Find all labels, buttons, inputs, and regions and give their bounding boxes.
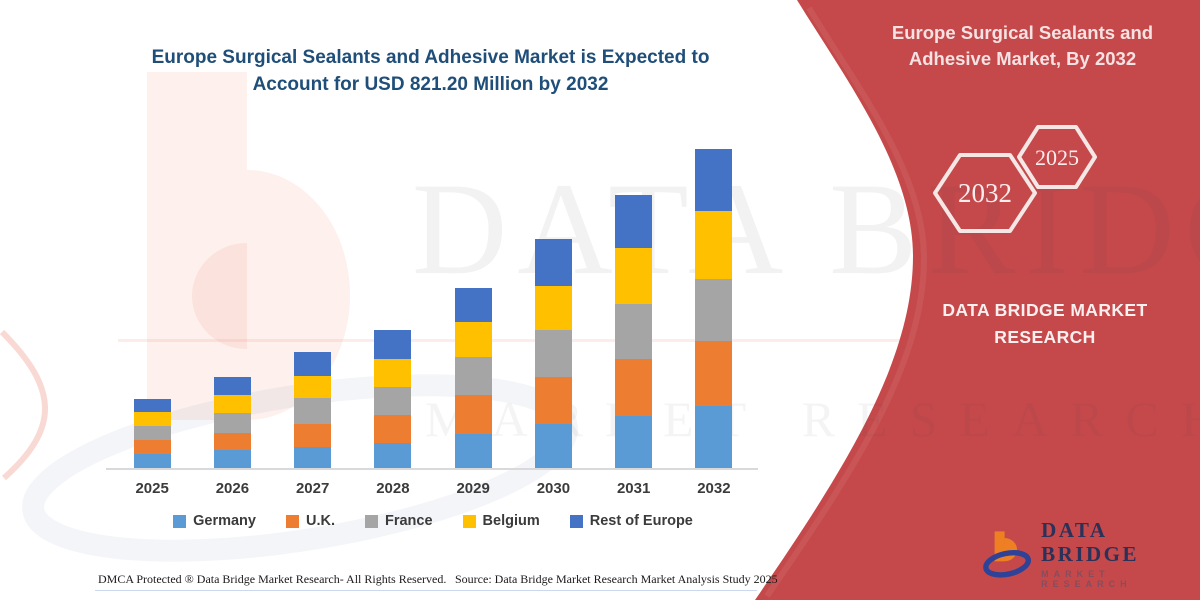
legend-swatch <box>569 514 583 528</box>
legend-label: France <box>384 513 433 529</box>
bar-segment-u-k- <box>213 432 251 450</box>
bar-segment-germany <box>695 406 733 468</box>
data-bridge-logo-mark <box>983 531 1032 578</box>
bar-segment-belgium <box>615 247 653 304</box>
x-tick-2029: 2029 <box>456 480 490 497</box>
logo-text-block: DATA BRIDGE MARKET RESEARCH <box>1041 518 1183 589</box>
logo-brand-name: DATA BRIDGE <box>1041 517 1140 566</box>
bar-segment-rest-of-europe <box>294 352 332 376</box>
bar-2025 <box>133 398 171 468</box>
legend-item-u-k-: U.K. <box>285 513 335 529</box>
bar-segment-rest-of-europe <box>133 398 171 413</box>
bar-segment-germany <box>133 454 171 468</box>
bar-segment-rest-of-europe <box>213 376 251 395</box>
bar-segment-france <box>615 303 653 359</box>
x-tick-2030: 2030 <box>536 480 571 497</box>
bar-2028 <box>374 330 412 468</box>
bar-2030 <box>534 239 572 468</box>
legend-label: Rest of Europe <box>589 513 693 529</box>
bar-segment-france <box>294 398 332 425</box>
bar-segment-u-k- <box>615 358 653 416</box>
legend-item-belgium: Belgium <box>462 513 540 529</box>
bar-segment-germany <box>534 424 572 468</box>
bar-segment-france <box>133 426 171 440</box>
bar-segment-germany <box>294 447 332 468</box>
bar-segment-belgium <box>374 358 412 387</box>
bar-segment-rest-of-europe <box>534 239 572 287</box>
legend-label: Belgium <box>482 513 540 529</box>
x-tick-2028: 2028 <box>376 480 410 497</box>
bar-segment-u-k- <box>374 415 412 444</box>
bar-segment-belgium <box>454 321 492 357</box>
legend-item-france: France <box>364 513 433 529</box>
hexagon-2025-label: 2025 <box>1035 145 1079 170</box>
bar-segment-belgium <box>294 375 332 399</box>
source-note: Source: Data Bridge Market Research Mark… <box>455 572 778 586</box>
bar-segment-rest-of-europe <box>615 194 653 248</box>
x-axis-line <box>106 468 758 470</box>
bar-segment-france <box>695 278 733 341</box>
legend-swatch <box>173 514 187 528</box>
bar-segment-germany <box>213 449 251 468</box>
legend-item-rest-of-europe: Rest of Europe <box>569 513 693 529</box>
footer-divider <box>95 590 757 591</box>
legend-label: Germany <box>193 513 256 529</box>
hexagon-2025: 2025 <box>1017 125 1097 189</box>
chart-title-line1: Europe Surgical Sealants and Adhesive Ma… <box>151 47 710 68</box>
legend-swatch <box>364 514 378 528</box>
bar-segment-u-k- <box>454 395 492 434</box>
bar-segment-germany <box>454 433 492 468</box>
panel-title: Europe Surgical Sealants and Adhesive Ma… <box>891 22 1154 69</box>
chart-title-line2: Account for USD 821.20 Million by 2032 <box>252 74 609 95</box>
panel-brand-caption: DATA BRIDGE MARKET RESEARCH <box>942 300 1148 347</box>
legend-label: U.K. <box>305 513 335 529</box>
dmca-notice: DMCA Protected ® Data Bridge Market Rese… <box>98 572 447 586</box>
bar-segment-u-k- <box>294 424 332 447</box>
x-axis-labels: 2025 2026 2027 2028 2029 2030 2031 2032 <box>112 480 754 497</box>
bar-2029 <box>454 287 492 468</box>
x-tick-2031: 2031 <box>616 480 651 497</box>
logo-tagline: MARKET RESEARCH <box>1041 568 1132 589</box>
data-bridge-logo: DATA BRIDGE MARKET RESEARCH <box>983 518 1183 589</box>
bar-segment-france <box>534 330 572 377</box>
bar-segment-rest-of-europe <box>454 287 492 322</box>
bar-segment-rest-of-europe <box>695 148 733 212</box>
x-tick-2032: 2032 <box>697 480 731 497</box>
chart-legend: Germany U.K. France Belgium Rest of Europe <box>112 513 754 529</box>
x-tick-2025: 2025 <box>135 480 169 497</box>
bar-2027 <box>294 352 332 468</box>
bar-2031 <box>615 194 653 468</box>
bar-segment-belgium <box>534 286 572 331</box>
hexagon-2032: 2032 <box>933 153 1037 233</box>
legend-item-germany: Germany <box>173 513 256 529</box>
legend-swatch <box>285 514 299 528</box>
hexagon-2032-label: 2032 <box>958 178 1012 208</box>
bar-segment-belgium <box>695 211 733 279</box>
x-tick-2026: 2026 <box>215 480 250 497</box>
x-tick-2027: 2027 <box>295 480 330 497</box>
bar-segment-france <box>374 386 412 416</box>
legend-swatch <box>462 514 476 528</box>
bar-2026 <box>213 376 251 468</box>
bar-2032 <box>695 148 733 468</box>
bar-chart-plot-area <box>112 118 754 468</box>
bar-segment-germany <box>615 415 653 468</box>
bar-segment-belgium <box>213 394 251 414</box>
bar-segment-u-k- <box>133 439 171 455</box>
bar-segment-belgium <box>133 412 171 427</box>
bar-segment-rest-of-europe <box>374 330 412 359</box>
bar-segment-france <box>454 356 492 396</box>
chart-title: Europe Surgical Sealants and Adhesive Ma… <box>118 44 743 98</box>
bar-segment-u-k- <box>534 376 572 425</box>
bar-segment-germany <box>374 443 412 468</box>
bar-segment-france <box>213 413 251 433</box>
bar-segment-u-k- <box>695 340 733 407</box>
